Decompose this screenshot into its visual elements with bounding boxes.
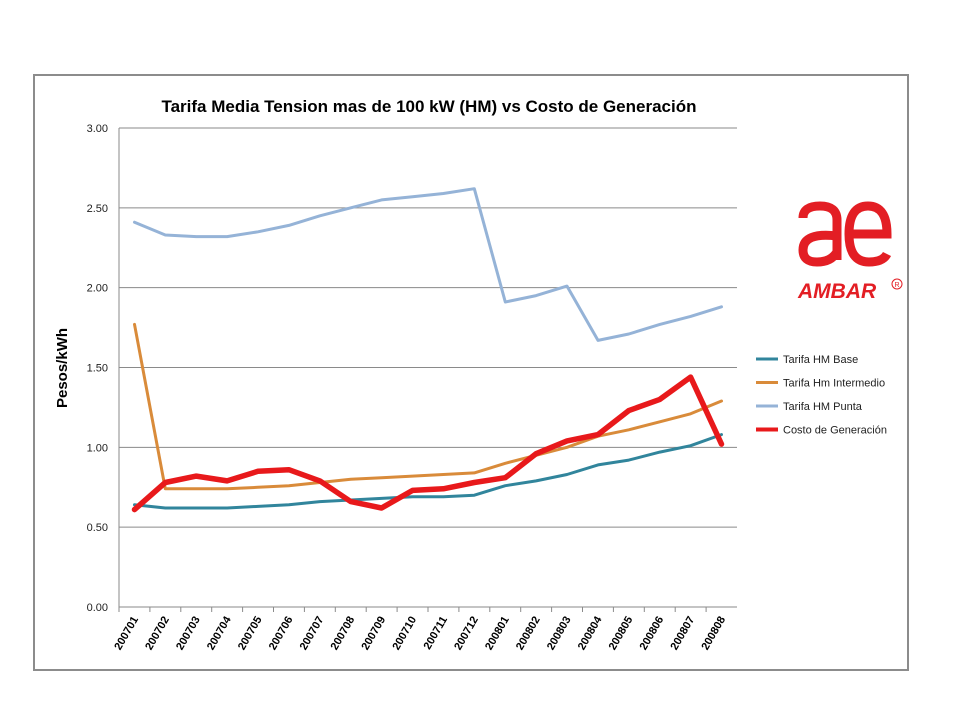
x-tick-label: 200806 [638, 615, 667, 653]
y-tick-label: 0.00 [87, 602, 108, 614]
logo-wordmark: AMBAR [797, 280, 877, 303]
y-tick-label: 2.00 [87, 283, 108, 295]
x-tick-label: 200704 [205, 614, 234, 653]
registered-mark-icon [891, 278, 903, 290]
x-tick-label: 200801 [483, 615, 512, 653]
x-tick-label: 200807 [668, 615, 697, 653]
legend-label: Tarifa HM Base [783, 354, 858, 366]
y-tick-label: 2.50 [87, 203, 108, 215]
x-tick-label: 200703 [174, 615, 203, 653]
chart-frame: Tarifa Media Tension mas de 100 kW (HM) … [33, 74, 909, 671]
legend-label: Tarifa HM Punta [783, 401, 863, 413]
x-tick-label: 200701 [112, 615, 141, 653]
y-tick-label: 3.00 [87, 123, 108, 135]
series-line-2 [133, 322, 723, 491]
y-axis-label: Pesos/kWh [54, 328, 71, 408]
x-tick-label: 200802 [514, 615, 543, 653]
chart-title: Tarifa Media Tension mas de 100 kW (HM) … [161, 97, 696, 116]
series-line-3 [133, 187, 723, 342]
x-tick-label: 200808 [699, 615, 728, 653]
y-tick-label: 1.50 [87, 363, 108, 375]
x-tick-label: 200706 [267, 615, 296, 653]
x-tick-label: 200712 [452, 615, 481, 653]
x-tick-label: 200705 [236, 615, 265, 653]
legend-label: Tarifa Hm Intermedio [783, 378, 885, 390]
ae-logo-mark [798, 201, 892, 267]
series-line-1 [133, 433, 723, 510]
x-tick-label: 200805 [607, 615, 636, 653]
x-tick-label: 200707 [298, 615, 327, 653]
y-tick-label: 1.00 [87, 442, 108, 454]
x-tick-label: 200710 [390, 615, 419, 653]
x-tick-label: 200711 [422, 615, 450, 652]
x-tick-label: 200708 [329, 615, 358, 653]
y-tick-label: 0.50 [87, 522, 108, 534]
line-chart: Tarifa Media Tension mas de 100 kW (HM) … [54, 97, 887, 653]
x-tick-label: 200702 [143, 615, 172, 653]
ambar-logo: AMBAR R [795, 196, 925, 306]
x-tick-label: 200803 [545, 615, 574, 653]
series-line-4 [131, 374, 725, 513]
registered-mark-letter: R [894, 282, 899, 289]
legend-label: Costo de Generación [783, 425, 887, 437]
x-tick-label: 200804 [576, 614, 605, 653]
x-tick-label: 200709 [359, 615, 388, 653]
